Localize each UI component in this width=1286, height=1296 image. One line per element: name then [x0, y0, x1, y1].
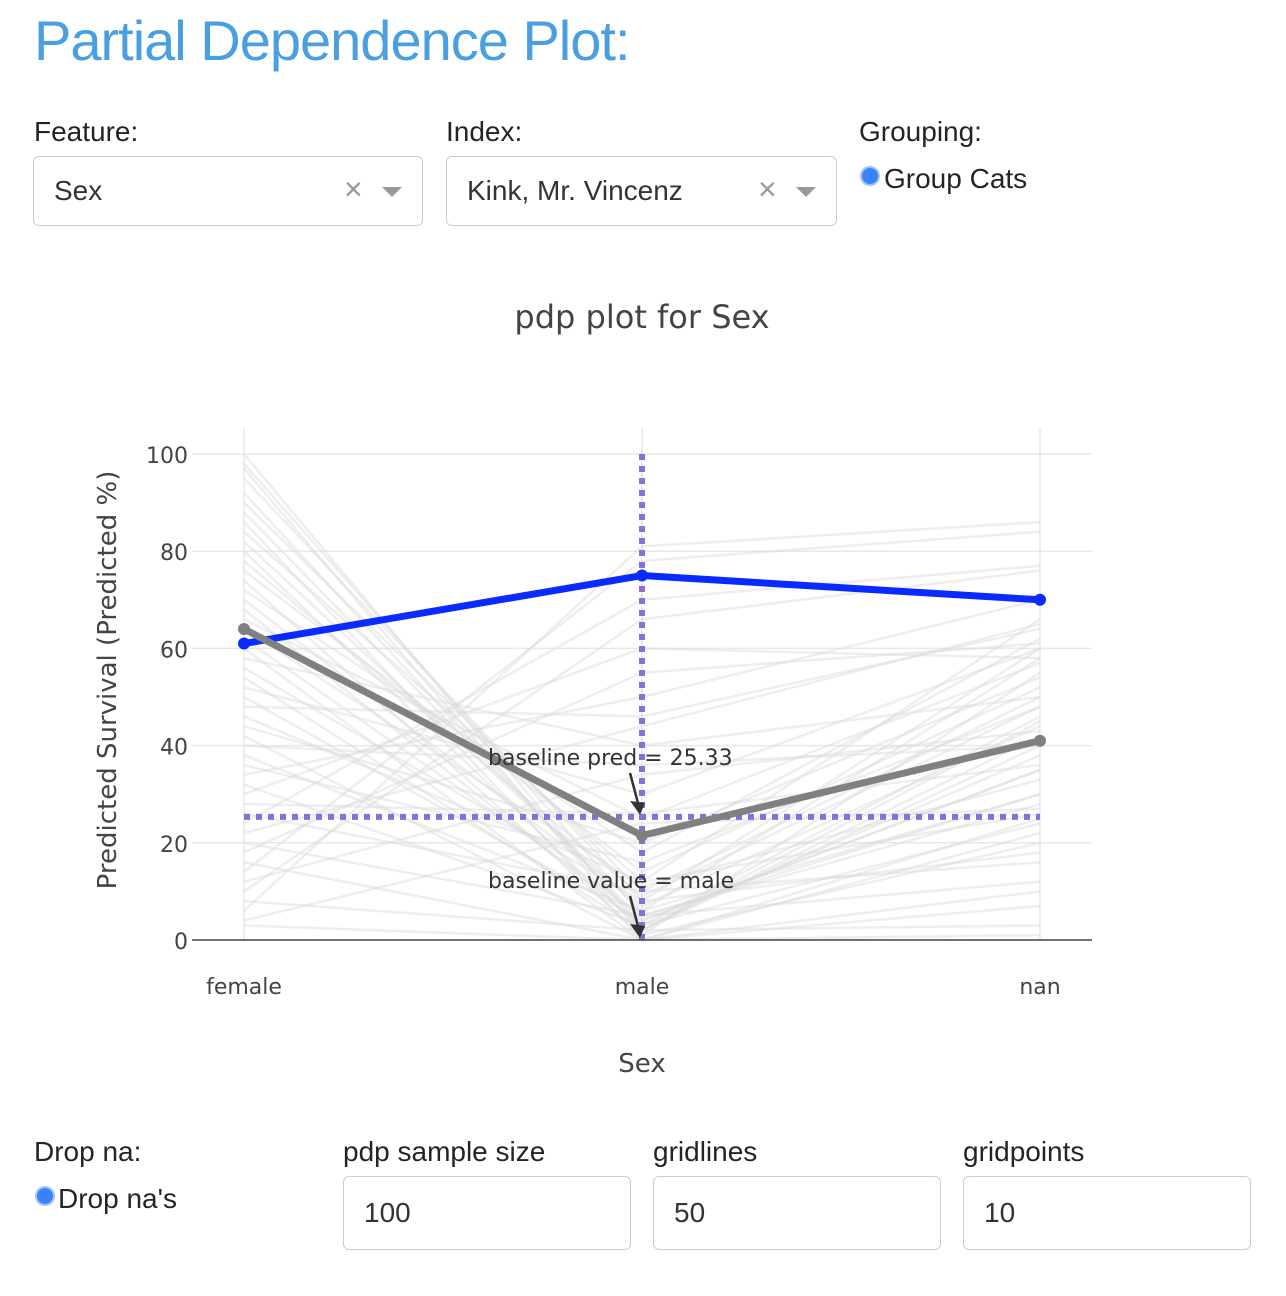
ice-line [243, 622, 1041, 835]
chevron-down-icon[interactable] [796, 187, 816, 197]
ice-line [243, 530, 1041, 884]
series-point [238, 637, 250, 650]
ice-line [243, 729, 1041, 883]
annotation-arrow [628, 895, 641, 931]
group-cats-radio[interactable] [860, 166, 880, 186]
x-axis-title: Sex [618, 1049, 665, 1079]
ice-line [243, 511, 1041, 923]
feature-label: Feature: [34, 116, 139, 147]
series-point [1034, 593, 1046, 606]
series-point [1034, 734, 1046, 747]
y-tick-label: 80 [160, 541, 188, 566]
y-tick-label: 40 [160, 736, 188, 761]
ice-line [243, 598, 1041, 908]
gridpoints-label: gridpoints [963, 1136, 1085, 1167]
sample-size-input[interactable] [343, 1176, 631, 1250]
ice-line [243, 744, 1041, 767]
drop-na-option-label: Drop na's [58, 1183, 177, 1214]
ice-line [243, 530, 1041, 873]
ice-line [243, 520, 1041, 912]
series-point [636, 829, 648, 842]
drop-na-label: Drop na: [34, 1136, 142, 1167]
group-cats-label: Group Cats [884, 163, 1028, 194]
series-point [636, 569, 648, 582]
ice-line [243, 763, 1041, 815]
y-tick-label: 0 [174, 930, 188, 955]
clear-icon[interactable]: × [758, 171, 777, 207]
annotation-arrow [628, 772, 641, 808]
gridpoints-input[interactable] [963, 1176, 1251, 1250]
ice-line [243, 569, 1041, 874]
sample-size-label: pdp sample size [343, 1136, 546, 1167]
drop-na-radio[interactable] [35, 1186, 55, 1206]
index-label: Index: [446, 116, 523, 147]
grouping-label: Grouping: [859, 116, 982, 147]
pdp-chart: pdp plot for Sex baseline pred = 25.33 ba… [93, 298, 1092, 1079]
y-tick-label: 100 [146, 444, 188, 469]
x-tick-label: nan [1019, 975, 1060, 1000]
chart-title: pdp plot for Sex [514, 298, 769, 336]
x-tick-label: female [206, 975, 282, 1000]
ice-line [243, 569, 1041, 893]
y-tick-label: 60 [160, 638, 188, 663]
annotation-label: baseline pred = 25.33 [488, 746, 733, 771]
gridlines-label: gridlines [653, 1136, 758, 1167]
feature-dropdown[interactable]: Sex × [33, 156, 423, 226]
chevron-down-icon[interactable] [382, 187, 402, 197]
ice-line [243, 715, 1041, 883]
clear-icon[interactable]: × [344, 171, 363, 207]
annotation-label: baseline value = male [488, 869, 734, 894]
annotation-arrowhead [630, 800, 645, 815]
index-dropdown[interactable]: Kink, Mr. Vincenz × [446, 156, 837, 226]
y-axis-title: Predicted Survival (Predicted %) [93, 471, 123, 890]
index-dropdown-value: Kink, Mr. Vincenz [467, 175, 683, 206]
ice-line [243, 695, 1041, 922]
x-tick-label: male [615, 975, 670, 1000]
series-point [238, 622, 250, 635]
annotation-arrowhead [630, 924, 645, 938]
ice-line [243, 627, 1041, 718]
page-title: Partial Dependence Plot: [34, 9, 630, 72]
feature-dropdown-value: Sex [54, 175, 103, 206]
ice-line [243, 807, 1041, 922]
gridlines-input[interactable] [653, 1176, 941, 1250]
y-tick-label: 20 [160, 833, 188, 858]
